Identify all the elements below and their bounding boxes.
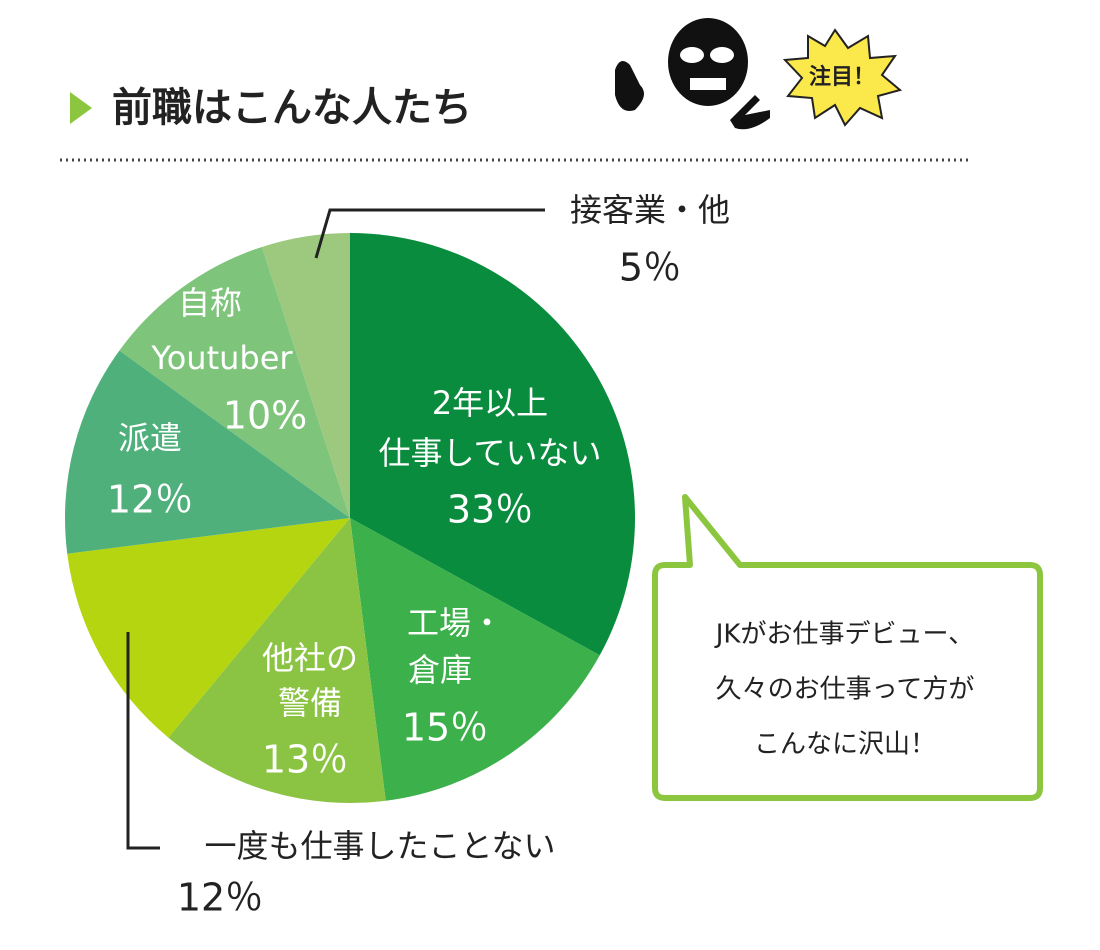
slice-label: Youtuber bbox=[150, 339, 293, 377]
title-marker bbox=[70, 92, 92, 124]
slice-label: 工場・ bbox=[407, 604, 503, 642]
slice-label: 仕事していない bbox=[378, 434, 601, 472]
badge-text: 注目！ bbox=[809, 64, 875, 90]
callout-line: 久々のお仕事って方が bbox=[716, 675, 975, 705]
title: 前職はこんな人たち bbox=[112, 85, 472, 131]
slice-label: 派遣 bbox=[118, 419, 182, 457]
slice-label: 自称 bbox=[178, 284, 242, 322]
callout-line: JKがお仕事デビュー、 bbox=[714, 620, 974, 650]
pie-slice bbox=[64, 350, 350, 554]
pie-slice bbox=[168, 518, 386, 803]
pie-slice bbox=[261, 233, 350, 518]
pie-slice bbox=[119, 246, 351, 518]
value-label: 33％ bbox=[447, 488, 533, 532]
mascot bbox=[615, 18, 770, 130]
slice-label: 警備 bbox=[278, 684, 342, 722]
callout-bubble bbox=[652, 494, 1043, 801]
slice-label: 倉庫 bbox=[408, 651, 472, 689]
value-label: 10% bbox=[223, 394, 307, 438]
value-label: 12％ bbox=[107, 478, 193, 522]
value-label: 15％ bbox=[402, 706, 488, 750]
badge bbox=[782, 28, 903, 127]
callout-line: こんなに沢山！ bbox=[754, 730, 936, 760]
pie-slice bbox=[67, 518, 350, 738]
pie-slice bbox=[350, 233, 635, 656]
slice-label: 他社の bbox=[262, 639, 358, 677]
slice-label: 一度も仕事したことない bbox=[204, 827, 555, 865]
value-label: 5％ bbox=[619, 246, 681, 290]
leader-line bbox=[314, 208, 545, 259]
leader-line bbox=[126, 632, 160, 850]
value-label: 13％ bbox=[262, 738, 348, 782]
pie-slice bbox=[350, 518, 600, 801]
slice-label: 2年以上 bbox=[432, 384, 548, 422]
slice-label: 接客業・他 bbox=[570, 191, 730, 229]
value-label: 12％ bbox=[177, 876, 263, 920]
